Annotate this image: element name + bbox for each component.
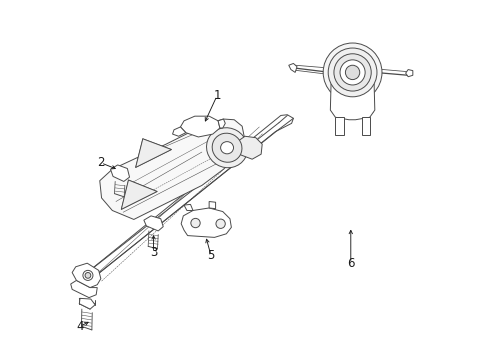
- Text: 3: 3: [150, 246, 157, 259]
- Ellipse shape: [85, 273, 91, 278]
- Ellipse shape: [345, 65, 360, 80]
- Polygon shape: [289, 63, 297, 72]
- Text: 2: 2: [97, 156, 104, 169]
- Polygon shape: [218, 119, 225, 128]
- Ellipse shape: [220, 141, 234, 154]
- Polygon shape: [144, 216, 163, 231]
- Ellipse shape: [323, 43, 382, 102]
- Polygon shape: [122, 180, 157, 210]
- Polygon shape: [180, 116, 220, 137]
- Text: 1: 1: [213, 89, 221, 102]
- Polygon shape: [79, 298, 95, 309]
- Polygon shape: [71, 280, 97, 298]
- Polygon shape: [335, 117, 343, 135]
- Ellipse shape: [328, 48, 377, 97]
- Ellipse shape: [83, 270, 93, 280]
- Ellipse shape: [340, 60, 365, 85]
- Polygon shape: [72, 263, 101, 288]
- Polygon shape: [362, 117, 370, 135]
- Ellipse shape: [191, 219, 200, 228]
- Polygon shape: [406, 69, 413, 77]
- Polygon shape: [184, 204, 193, 211]
- Polygon shape: [100, 119, 245, 220]
- Polygon shape: [80, 115, 294, 284]
- Text: 4: 4: [76, 320, 84, 333]
- Polygon shape: [181, 208, 231, 237]
- Polygon shape: [330, 84, 375, 120]
- Polygon shape: [172, 127, 186, 136]
- Polygon shape: [136, 139, 172, 167]
- Polygon shape: [209, 202, 216, 209]
- Ellipse shape: [212, 133, 242, 162]
- Ellipse shape: [216, 219, 225, 228]
- Polygon shape: [111, 165, 129, 181]
- Polygon shape: [238, 136, 262, 159]
- Ellipse shape: [334, 54, 371, 91]
- Ellipse shape: [206, 128, 247, 168]
- Text: 6: 6: [347, 257, 355, 270]
- Text: 5: 5: [207, 249, 215, 262]
